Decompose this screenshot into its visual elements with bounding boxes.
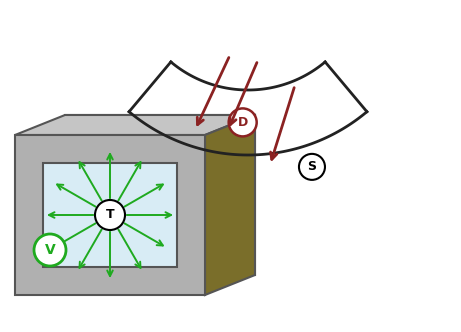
Polygon shape [43, 163, 177, 267]
Circle shape [34, 234, 66, 266]
Polygon shape [15, 135, 205, 295]
Polygon shape [205, 115, 255, 295]
Text: T: T [106, 208, 114, 221]
Text: V: V [45, 243, 55, 257]
Text: S: S [307, 160, 316, 173]
Text: D: D [237, 116, 248, 129]
Circle shape [95, 200, 125, 230]
Circle shape [299, 154, 325, 180]
Circle shape [229, 109, 257, 136]
Polygon shape [65, 115, 255, 275]
Polygon shape [15, 115, 255, 135]
